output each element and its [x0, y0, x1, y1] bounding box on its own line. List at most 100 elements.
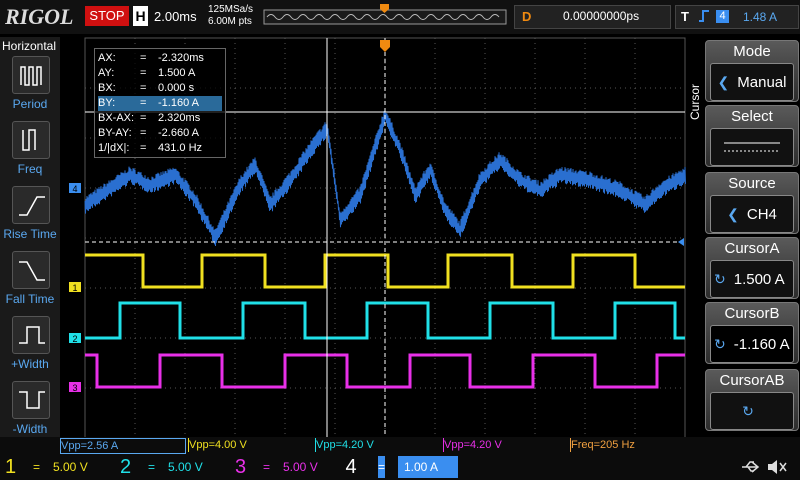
softkey[interactable]: CursorA ↻ 1.500 A [705, 237, 799, 299]
timebase[interactable]: 2.00ms [154, 9, 197, 24]
readout-cell: 2.320ms [158, 112, 201, 124]
menu-label[interactable]: -Width [12, 422, 48, 436]
left-menu [0, 37, 60, 437]
menu-button[interactable] [12, 186, 50, 224]
softkey-icon: ❮ [727, 205, 739, 222]
softkey-icon: ↻ [742, 402, 754, 419]
readout-cell: -1.160 A [158, 97, 199, 109]
softkey-label: Select [731, 108, 773, 125]
menu-label[interactable]: Rise Time [3, 227, 57, 241]
softkey-value: ↻ -1.160 A [710, 325, 794, 363]
readout-row: BY: = -1.160 A [98, 96, 222, 111]
readout-cell: 0.000 s [158, 82, 195, 94]
readout-cell: = [140, 127, 147, 139]
readout-cell: BY: [98, 97, 116, 109]
channel-marker-label: 1 [72, 283, 77, 293]
channel-marker-label: 3 [72, 383, 77, 393]
channel-marker [69, 333, 81, 343]
menu-label[interactable]: Period [12, 97, 48, 111]
readout-cell: = [140, 52, 147, 64]
softkey-value-text: -1.160 A [733, 335, 790, 353]
channel-coupling: = [33, 460, 41, 474]
trigger-box [675, 5, 799, 29]
channel-marker-label: 2 [72, 334, 77, 344]
channel-scale[interactable]: 5.00 V [53, 460, 88, 474]
softkey-label: Mode [733, 43, 771, 60]
trigger-source: 4 [716, 10, 729, 23]
trigger-level[interactable]: 1.48 A [743, 10, 778, 24]
digital-trace [85, 301, 685, 340]
menu-icon [19, 196, 45, 216]
softkey-value [710, 128, 794, 166]
readout-row: AX: = -2.320ms [98, 51, 225, 66]
softkey-value: ❮ Manual [710, 63, 794, 101]
softkey-value-text: CH4 [746, 205, 777, 223]
delay[interactable]: 0.00000000ps [563, 9, 640, 23]
menu-button[interactable] [12, 381, 50, 419]
channel-coupling: = [148, 460, 156, 474]
readout-cell: 431.0 Hz [158, 142, 203, 154]
digital-trace [85, 253, 685, 289]
trigger-edge-icon [699, 10, 709, 22]
readout-cell: BX-AX: [98, 112, 135, 124]
channel-number[interactable]: 2 [120, 456, 132, 478]
menu-button[interactable] [12, 251, 50, 289]
timebase-label: H [133, 6, 148, 26]
digital-trace [85, 353, 685, 389]
channel-marker [69, 183, 81, 193]
channel-number[interactable]: 1 [5, 456, 17, 478]
softkey-value-text: 1.500 A [733, 270, 785, 288]
sample-rate: 125MSa/s [208, 4, 254, 15]
channel-scale[interactable]: 5.00 V [168, 460, 203, 474]
readout-cell: = [140, 142, 147, 154]
readout-cell: BY-AY: [98, 127, 132, 139]
menu-button[interactable] [12, 121, 50, 159]
left-menu-title: Horizontal [2, 39, 57, 53]
delay-box [514, 5, 671, 29]
channel-number[interactable]: 4 [345, 456, 357, 478]
menu-icon [22, 129, 36, 151]
softkey-value: ↻ [710, 392, 794, 430]
menu-label[interactable]: +Width [11, 357, 49, 371]
menu-icon [20, 66, 42, 86]
readout-cell: -2.320ms [158, 52, 204, 64]
memory-depth: 6.00M pts [208, 16, 252, 27]
readout-row: BY-AY: = -2.660 A [98, 126, 225, 141]
measurement: Freq=205 Hz [570, 438, 695, 452]
softkey-value-text: Manual [737, 73, 787, 91]
channel-coupling: = [378, 456, 386, 478]
measurement: Vpp=4.00 V [188, 438, 313, 452]
softkey[interactable]: Select [705, 105, 799, 167]
readout-row: BX-AX: = 2.320ms [98, 111, 225, 126]
softkey[interactable]: Mode ❮ Manual [705, 40, 799, 102]
measurement: Vpp=2.56 A [60, 438, 186, 454]
softkey-label: CursorAB [719, 372, 785, 389]
run-status[interactable]: STOP [85, 6, 129, 26]
readout-cell: = [140, 67, 147, 79]
trigger-label: T [681, 9, 689, 24]
channel-scale[interactable]: 5.00 V [283, 460, 318, 474]
select-icon [724, 142, 780, 152]
right-menu-title: Cursor [688, 83, 702, 120]
softkey[interactable]: Source ❮ CH4 [705, 172, 799, 234]
readout-cell: = [140, 97, 147, 109]
softkey[interactable]: CursorB ↻ -1.160 A [705, 302, 799, 364]
menu-button[interactable] [12, 56, 50, 94]
readout-row: BX: = 0.000 s [98, 81, 225, 96]
readout-cell: 1/|dX|: [98, 142, 130, 154]
channel-number[interactable]: 3 [235, 456, 247, 478]
measurement: Vpp=4.20 V [315, 438, 440, 452]
menu-label[interactable]: Freq [17, 162, 43, 176]
menu-button[interactable] [12, 316, 50, 354]
softkey[interactable]: CursorAB ↻ [705, 369, 799, 431]
softkey-value: ↻ 1.500 A [710, 260, 794, 298]
menu-label[interactable]: Fall Time [5, 292, 55, 306]
readout-cell: = [140, 112, 147, 124]
softkey-label: Source [728, 175, 776, 192]
menu-icon [19, 261, 45, 281]
softkey-icon: ↻ [714, 335, 726, 352]
readout-cell: AX: [98, 52, 116, 64]
delay-label: D [522, 9, 532, 24]
channel-scale[interactable]: 1.00 A [398, 456, 459, 478]
